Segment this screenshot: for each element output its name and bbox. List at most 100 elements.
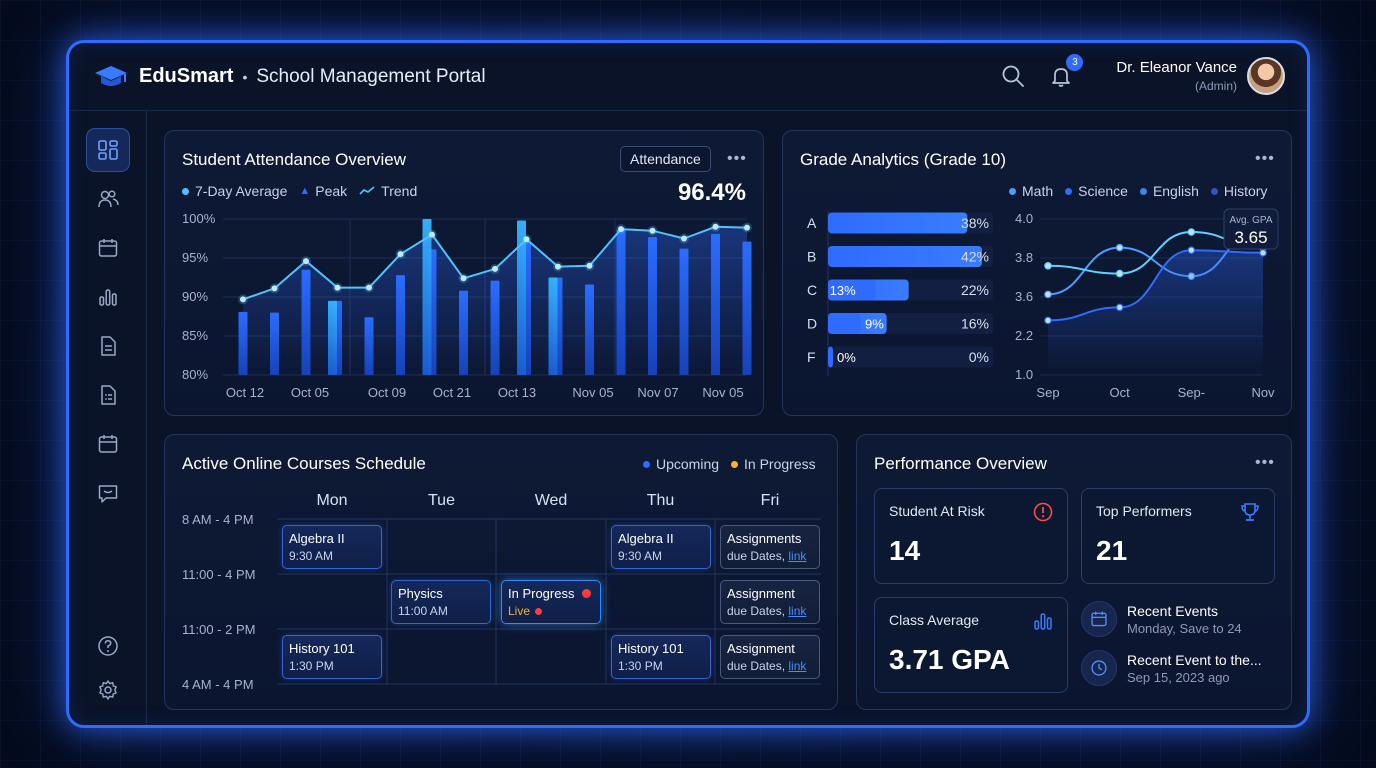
sidebar-item-documents[interactable] [86, 324, 130, 368]
sidebar-item-messages[interactable] [86, 471, 130, 515]
trend-point [271, 285, 278, 292]
assignment-event-fri-1[interactable]: Assignments due Dates, link [720, 525, 820, 569]
user-info[interactable]: Dr. Eleanor Vance (Admin) [1116, 59, 1237, 93]
trend-icon [359, 186, 375, 195]
trend-point [555, 263, 561, 270]
time-label: 11:00 - 2 PM [182, 622, 256, 637]
app-name: EduSmart [139, 65, 234, 87]
sidebar-item-calendar[interactable] [86, 226, 130, 270]
recent-event-title: Recent Event to the... [1127, 651, 1262, 668]
attendance-legend: 7-Day Average ▲ Peak Trend [182, 183, 429, 199]
trend-point [523, 236, 530, 243]
calendar-icon [98, 239, 118, 257]
avatar[interactable] [1247, 57, 1285, 95]
schedule-title: Active Online Courses Schedule [182, 454, 426, 473]
gpa-y-tick: 4.0 [1015, 211, 1033, 226]
gpa-point [1044, 262, 1052, 270]
app-window: EduSmart • School Management Portal 3 Dr… [66, 40, 1310, 728]
x-tick-label: Oct 09 [368, 385, 406, 400]
top-performers-card[interactable]: Top Performers 21 [1081, 488, 1275, 584]
event-detail: due Dates, link [727, 659, 813, 673]
sidebar-item-settings[interactable] [86, 668, 130, 712]
course-event-physics-tue[interactable]: Physics 11:00 AM [391, 580, 491, 624]
recent-event-item[interactable]: Recent Events Monday, Save to 24 [1081, 601, 1242, 637]
gpa-area [1048, 250, 1263, 375]
brand[interactable]: EduSmart • School Management Portal [93, 63, 486, 91]
gpa-x-tick: Sep [1036, 385, 1059, 400]
gpa-point [1115, 243, 1124, 252]
event-time: 11:00 AM [398, 604, 448, 618]
attendance-bar [490, 280, 500, 375]
course-event-live-wed[interactable]: In Progress Live [501, 580, 601, 624]
recent-event-item[interactable]: Recent Event to the... Sep 15, 2023 ago [1081, 650, 1262, 686]
grade-analytics-card: Grade Analytics (Grade 10) ••• Math Scie… [782, 130, 1292, 416]
assignment-link[interactable]: link [788, 659, 807, 673]
calendar-icon [1081, 601, 1117, 637]
sidebar-item-reports[interactable] [86, 373, 130, 417]
class-average-card[interactable]: Class Average 3.71 GPA [874, 597, 1068, 693]
event-time: 1:30 PM [289, 659, 334, 673]
legend-history: History [1210, 183, 1267, 199]
x-tick-label: Oct 12 [226, 385, 264, 400]
event-title: Algebra II [289, 531, 345, 546]
course-event-history-thu[interactable]: History 101 1:30 PM [611, 635, 711, 679]
legend-trend: Trend [359, 183, 417, 199]
assignment-event-fri-2[interactable]: Assignment due Dates, link [720, 580, 820, 624]
stat-label: Class Average [889, 612, 980, 628]
notifications-button[interactable]: 3 [1048, 54, 1084, 89]
attendance-more-button[interactable]: ••• [727, 150, 747, 167]
stat-label: Student At Risk [889, 503, 985, 519]
sidebar-item-analytics[interactable] [86, 275, 130, 319]
attendance-filter-dropdown[interactable]: Attendance [620, 146, 711, 172]
event-title: Assignment [727, 641, 795, 656]
message-icon [98, 485, 118, 503]
course-event-algebra-thu[interactable]: Algebra II 9:30 AM [611, 525, 711, 569]
recent-event-subtitle: Monday, Save to 24 [1127, 620, 1242, 636]
title-separator: • [242, 68, 248, 85]
performance-title: Performance Overview [874, 454, 1047, 473]
gpa-y-tick: 3.6 [1015, 289, 1033, 304]
event-detail-text: due Dates, [727, 604, 786, 618]
sidebar-item-help[interactable] [86, 624, 130, 668]
recent-event-title: Recent Events [1127, 602, 1219, 619]
graduation-cap-icon [95, 65, 127, 86]
search-button[interactable] [1000, 63, 1026, 89]
user-role: (Admin) [1194, 79, 1237, 93]
gpa-point [1115, 303, 1124, 312]
grade-distribution-chart: A 38% B 42% C 13% 22% D 9% 16% F 0% 0% 4.0 3.8 3.6 2.2 1.… [807, 208, 1279, 400]
legend-avg: 7-Day Average [182, 183, 287, 199]
attendance-bar [459, 290, 468, 375]
alert-icon [1033, 502, 1053, 522]
sidebar-item-users[interactable] [86, 177, 130, 221]
legend-upcoming: Upcoming [643, 456, 719, 472]
assignment-event-fri-3[interactable]: Assignment due Dates, link [720, 635, 820, 679]
grade-more-button[interactable]: ••• [1255, 150, 1275, 167]
sidebar-item-schedule[interactable] [86, 422, 130, 466]
trend-point [586, 262, 593, 269]
attendance-bar [238, 311, 248, 375]
x-tick-label: Nov 05 [572, 385, 613, 400]
sidebar-item-dashboard[interactable] [86, 128, 130, 172]
assignment-link[interactable]: link [788, 604, 807, 618]
performance-more-button[interactable]: ••• [1255, 454, 1275, 471]
bar-chart-icon [99, 289, 117, 306]
event-title: History 101 [618, 641, 684, 656]
trend-point [744, 224, 750, 231]
assignment-link[interactable]: link [788, 549, 807, 563]
schedule-card: Active Online Courses Schedule Upcoming … [164, 434, 838, 710]
trend-point [618, 226, 624, 233]
y-tick-label: 90% [182, 289, 208, 304]
course-event-algebra-mon[interactable]: Algebra II 9:30 AM [282, 525, 382, 569]
event-time: 9:30 AM [289, 549, 334, 563]
gpa-y-tick: 2.2 [1015, 328, 1033, 343]
course-event-history-mon[interactable]: History 101 1:30 PM [282, 635, 382, 679]
avg-gpa-label: Avg. GPA [1230, 215, 1273, 226]
students-at-risk-card[interactable]: Student At Risk 14 [874, 488, 1068, 584]
attendance-card: Student Attendance Overview Attendance •… [164, 130, 764, 416]
attendance-bar [742, 241, 752, 375]
trend-point [366, 284, 372, 291]
search-icon [1002, 65, 1025, 87]
grade-title: Grade Analytics (Grade 10) [800, 150, 1006, 169]
trend-point [681, 235, 687, 242]
schedule-grid [277, 518, 821, 685]
